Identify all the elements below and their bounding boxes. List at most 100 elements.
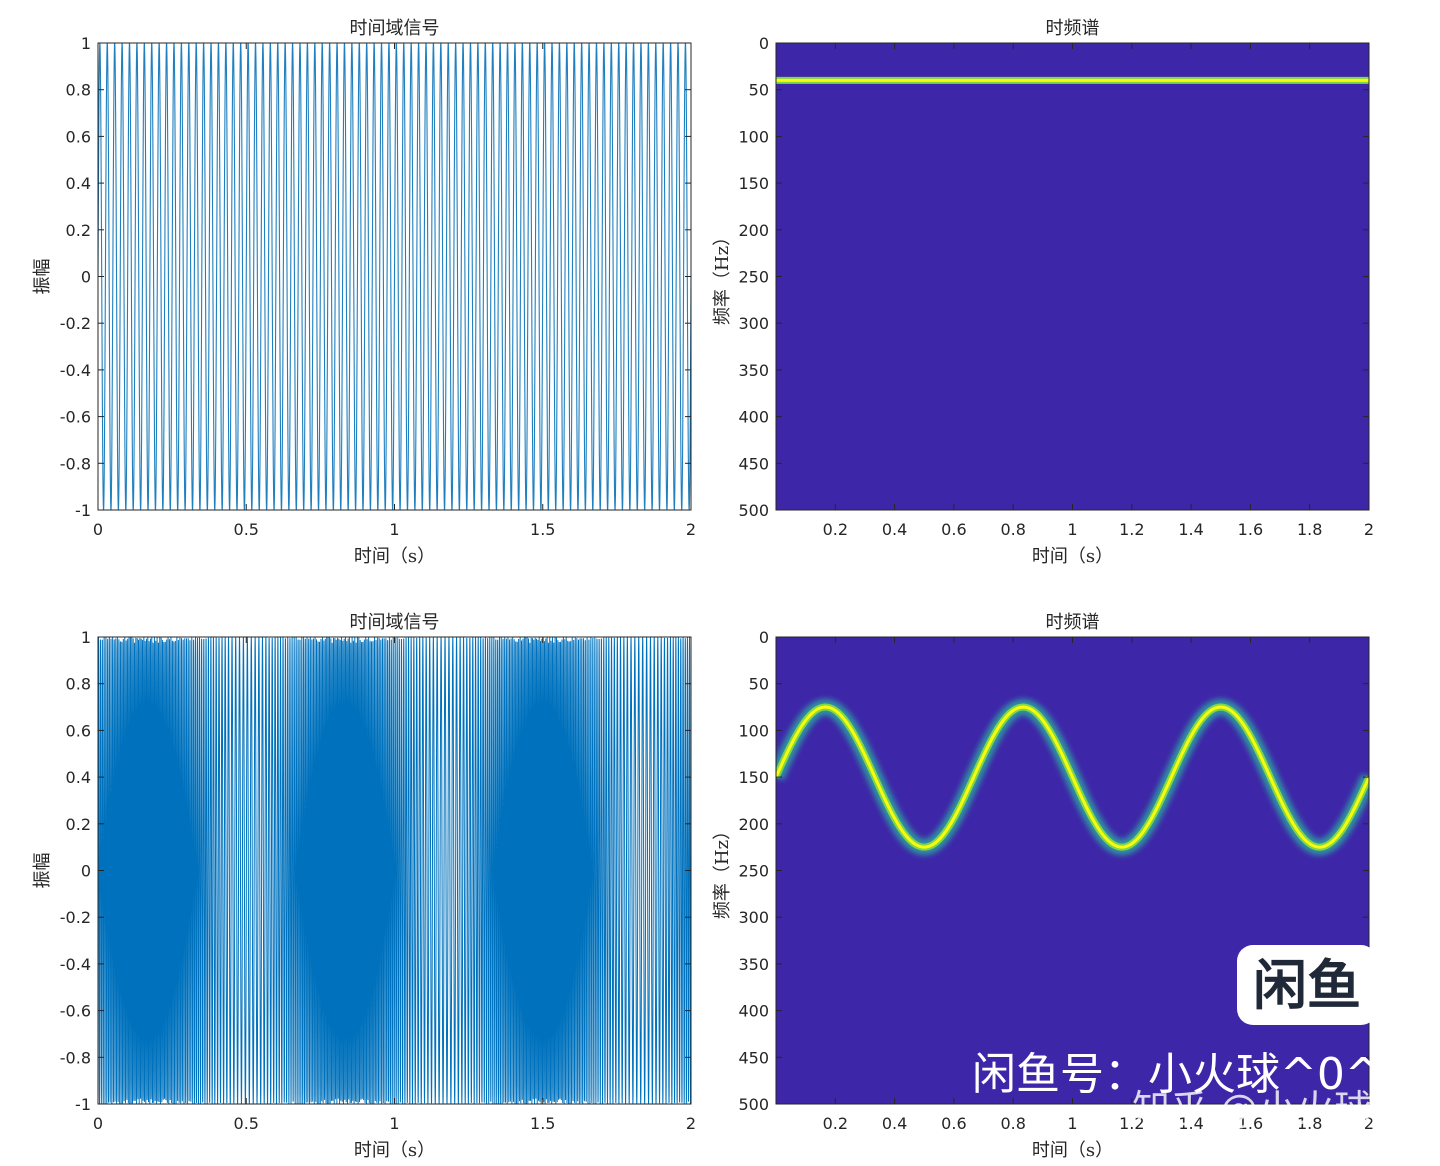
- tfr-1-ytick-label: 200: [738, 221, 769, 240]
- watermark-main-text: 闲鱼号：小火球^0^: [972, 1049, 1382, 1100]
- signal-2-ytick-label: 0.6: [66, 721, 91, 740]
- signal-1-xtick-label: 0: [93, 520, 103, 539]
- signal-1-ytick-label: 0.6: [66, 127, 91, 146]
- tfr-1-xlabel: 时间（s）: [1032, 546, 1113, 567]
- signal-2-ytick-label: -1: [75, 1095, 91, 1114]
- signal-1-xtick-label: 1.5: [530, 520, 555, 539]
- tfr-2-ytick-label: 100: [738, 721, 769, 740]
- tfr-2-xtick-label: 0.2: [823, 1114, 848, 1133]
- tfr-2-ytick-label: 500: [738, 1095, 769, 1114]
- tfr-1-ytick-label: 450: [738, 454, 769, 473]
- signal-2-xtick-label: 0.5: [234, 1114, 259, 1133]
- watermark: 闲鱼 闲鱼号：小火球^0^ 知乎 @小火球: [972, 945, 1382, 1131]
- tfr-2-ridge-line: [776, 705, 1369, 849]
- tfr-2-xtick-label: 0.6: [941, 1114, 966, 1133]
- signal-2-ytick-label: 0.2: [66, 815, 91, 834]
- signal-1-ytick-label: -0.2: [60, 314, 91, 333]
- signal-2-xtick-label: 1: [389, 1114, 399, 1133]
- tfr-1-plot-area: [776, 43, 1369, 510]
- tfr-2-ytick-label: 450: [738, 1048, 769, 1067]
- tfr-1-ytick-label: 150: [738, 174, 769, 193]
- tfr-1-xtick-label: 0.2: [823, 520, 848, 539]
- tfr-1-xtick-label: 1.2: [1119, 520, 1144, 539]
- tfr-1-ylabel: 频率（Hz）: [712, 228, 733, 325]
- signal-1-series-line: [98, 43, 691, 510]
- tfr-1-xtick-label: 0.6: [941, 520, 966, 539]
- signal-1-ytick-label: 0: [81, 268, 91, 287]
- tfr-1-chart: 0 50 100 150 200 250 300 350 400 450 500 0.2 0.4 0.6 0…: [712, 18, 1374, 567]
- tfr-1-xtick-label: 0.8: [1000, 520, 1025, 539]
- tfr-2-ytick-label: 50: [749, 675, 769, 694]
- signal-1-ylabel: 振幅: [32, 259, 53, 295]
- signal-1-ytick-label: 0.4: [66, 174, 91, 193]
- tfr-1-ytick-label: 500: [738, 501, 769, 520]
- tfr-2-ytick-label: 150: [738, 768, 769, 787]
- tfr-2-xtick-label: 1.4: [1178, 1114, 1203, 1133]
- signal-2-plot-area: [98, 637, 691, 1104]
- tfr-1-xtick-label: 1.6: [1238, 520, 1263, 539]
- signal-2-ytick-label: -0.4: [60, 955, 91, 974]
- signal-1-xtick-label: 2: [686, 520, 696, 539]
- signal-1-xtick-label: 0.5: [234, 520, 259, 539]
- signal-1-ytick-label: -0.4: [60, 361, 91, 380]
- signal-2-ytick-label: 0: [81, 862, 91, 881]
- tfr-2-ytick-label: 200: [738, 815, 769, 834]
- tfr-2-ylabel: 频率（Hz）: [712, 822, 733, 919]
- charts: 10.80.60.40.20-0.2-0.4-0.6-0.8-10 0.5 1 1.5…: [32, 18, 1374, 1161]
- tfr-2-ytick-label: 0: [759, 628, 769, 647]
- signal-2-ytick-label: -0.8: [60, 1048, 91, 1067]
- signal-1-ytick-label: 0.2: [66, 221, 91, 240]
- signal-2-chart: 10.80.60.40.20-0.2-0.4-0.6-0.8-10 0.5 1 1.5…: [32, 612, 696, 1161]
- tfr-1-title: 时频谱: [1046, 18, 1100, 39]
- tfr-1-ytick-label: 250: [738, 268, 769, 287]
- signal-1-ytick-label: -0.6: [60, 408, 91, 427]
- signal-1-ytick-label: -1: [75, 501, 91, 520]
- tfr-2-xtick-label: 0.8: [1000, 1114, 1025, 1133]
- signal-1-xlabel: 时间（s）: [354, 546, 435, 567]
- tfr-1-xtick-label: 1.4: [1178, 520, 1203, 539]
- tfr-2-xtick-label: 1.6: [1238, 1114, 1263, 1133]
- tfr-2-xtick-label: 1.8: [1297, 1114, 1322, 1133]
- tfr-2-title: 时频谱: [1046, 612, 1100, 633]
- signal-2-ylabel: 振幅: [32, 853, 53, 889]
- signal-2-ytick-label: -0.2: [60, 908, 91, 927]
- signal-1-chart: 10.80.60.40.20-0.2-0.4-0.6-0.8-10 0.5 1 1.5…: [32, 18, 696, 567]
- tfr-2-xtick-label: 0.4: [882, 1114, 907, 1133]
- signal-1-ytick-label: 1: [81, 34, 91, 53]
- signal-2-ytick-label: 1: [81, 628, 91, 647]
- signal-2-ytick-label: 0.8: [66, 675, 91, 694]
- signal-2-xtick-label: 0: [93, 1114, 103, 1133]
- tfr-1-background: [776, 43, 1369, 510]
- tfr-1-xtick-label: 1.8: [1297, 520, 1322, 539]
- tfr-2-xtick-label: 2: [1364, 1114, 1374, 1133]
- watermark-logo: 闲鱼: [1253, 954, 1361, 1017]
- tfr-1-ytick-label: 100: [738, 127, 769, 146]
- signal-1-ytick-label: -0.8: [60, 454, 91, 473]
- tfr-1-xtick-label: 0.4: [882, 520, 907, 539]
- tfr-1-ytick-label: 400: [738, 408, 769, 427]
- signal-2-series-line: [98, 637, 691, 1104]
- signal-2-xlabel: 时间（s）: [354, 1140, 435, 1161]
- watermark-sub-text: 知乎 @小火球: [1132, 1087, 1372, 1131]
- tfr-2-ytick-label: 350: [738, 955, 769, 974]
- tfr-2-ytick-label: 300: [738, 908, 769, 927]
- signal-1-xtick-label: 1: [389, 520, 399, 539]
- tfr-1-xtick-label: 1: [1067, 520, 1077, 539]
- watermark-logo-badge: [1237, 945, 1377, 1025]
- signal-1-plot-area: [98, 43, 691, 510]
- tfr-1-ytick-label: 50: [749, 81, 769, 100]
- tfr-2-ytick-label: 250: [738, 862, 769, 881]
- signal-2-ytick-label: 0.4: [66, 768, 91, 787]
- tfr-2-background: [776, 637, 1369, 1104]
- tfr-1-ytick-label: 350: [738, 361, 769, 380]
- signal-2-xtick-label: 1.5: [530, 1114, 555, 1133]
- tfr-2-plot-area: [776, 637, 1369, 1104]
- tfr-2-ytick-label: 400: [738, 1002, 769, 1021]
- tfr-2-xlabel: 时间（s）: [1032, 1140, 1113, 1161]
- tfr-2-xtick-label: 1.2: [1119, 1114, 1144, 1133]
- signal-1-title: 时间域信号: [350, 18, 440, 39]
- tfr-1-ytick-label: 300: [738, 314, 769, 333]
- signal-2-ytick-label: -0.6: [60, 1002, 91, 1021]
- signal-2-title: 时间域信号: [350, 612, 440, 633]
